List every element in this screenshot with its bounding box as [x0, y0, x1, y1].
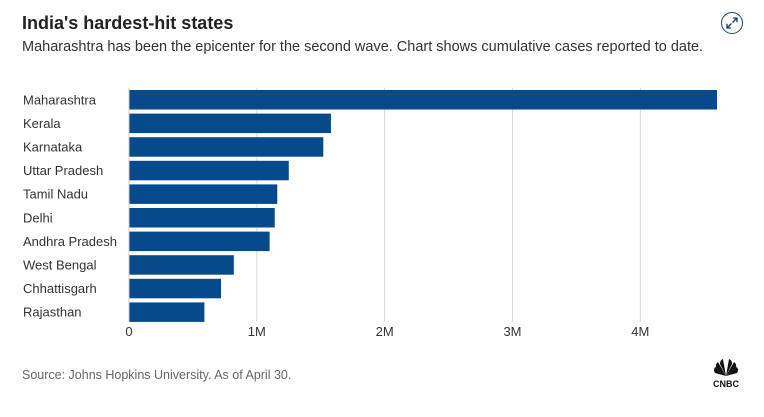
expand-button[interactable]	[721, 12, 743, 34]
category-label: Kerala	[23, 116, 61, 131]
category-label: Karnataka	[23, 139, 83, 154]
category-label: Chhattisgarh	[23, 281, 97, 296]
bar	[129, 208, 275, 228]
bar	[129, 231, 270, 252]
category-label: Andhra Pradesh	[23, 234, 117, 249]
x-tick-label: 1M	[248, 324, 266, 339]
x-tick-label: 0	[125, 324, 132, 339]
x-tick-label: 2M	[376, 324, 394, 339]
category-label: West Bengal	[23, 257, 97, 272]
bar	[129, 160, 289, 181]
bar	[129, 302, 205, 322]
cnbc-logo: CNBC	[713, 359, 739, 389]
bar	[129, 137, 324, 157]
bar	[129, 90, 717, 110]
category-label: Rajasthan	[23, 305, 82, 320]
bar	[129, 113, 331, 134]
chart-subtitle: Maharashtra has been the epicenter for t…	[22, 39, 704, 55]
category-label: Maharashtra	[23, 92, 97, 107]
bar	[129, 278, 222, 299]
x-tick-label: 4M	[631, 324, 649, 339]
chart-title: India's hardest-hit states	[22, 13, 234, 33]
logo-text: CNBC	[713, 379, 739, 389]
category-label: Tamil Nadu	[23, 187, 88, 202]
source-note: Source: Johns Hopkins University. As of …	[22, 368, 292, 382]
bar	[129, 184, 278, 204]
bar	[129, 255, 234, 275]
expand-arrows-icon	[726, 17, 738, 29]
x-tick-label: 3M	[503, 324, 521, 339]
peacock-icon	[714, 359, 738, 376]
category-label: Uttar Pradesh	[23, 163, 103, 178]
category-label: Delhi	[23, 210, 53, 225]
